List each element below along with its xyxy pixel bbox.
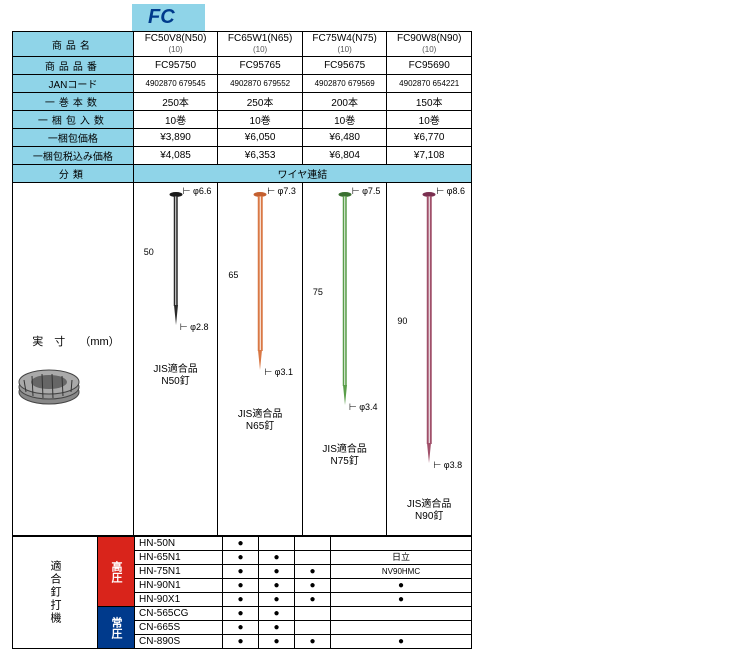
nail-visual-0: ⊢ φ6.6 50 ⊢ φ2.8 JIS適合品N50釘 — [133, 183, 218, 536]
coil-icon — [14, 352, 104, 412]
row-price: 一梱包価格 — [13, 129, 134, 147]
col0-price: ¥3,890 — [133, 129, 218, 147]
compat-group-label: 適合釘打機 — [13, 537, 98, 649]
col2-rolls: 10巻 — [302, 111, 387, 129]
compat-mark — [259, 537, 295, 551]
col0-jan: 4902870 679545 — [133, 75, 218, 93]
compat-mark: ● — [259, 635, 295, 649]
compat-mark: ● — [331, 593, 472, 607]
compat-mark: ● — [295, 565, 331, 579]
compat-mark — [295, 607, 331, 621]
compat-mark: 日立 — [331, 551, 472, 565]
col2-price: ¥6,480 — [302, 129, 387, 147]
row-jan: JANコード — [13, 75, 134, 93]
compat-mark: ● — [223, 551, 259, 565]
col1-price: ¥6,050 — [218, 129, 303, 147]
compat-mark — [331, 607, 472, 621]
series-title: FC — [132, 4, 205, 31]
compat-mark: ● — [295, 579, 331, 593]
col0-name: FC50V8(N50)(10) — [133, 32, 218, 57]
compat-mark: ● — [331, 579, 472, 593]
compat-mark: ● — [259, 551, 295, 565]
compat-mark: ● — [331, 635, 472, 649]
row-count: 一巻本数 — [13, 93, 134, 111]
compat-mark — [331, 537, 472, 551]
col3-price: ¥6,770 — [387, 129, 472, 147]
col0-count: 250本 — [133, 93, 218, 111]
col1-count: 250本 — [218, 93, 303, 111]
compat-mark: ● — [259, 565, 295, 579]
nail-visual-2: ⊢ φ7.5 75 ⊢ φ3.4 JIS適合品N75釘 — [302, 183, 387, 536]
compat-mark — [295, 621, 331, 635]
compat-mark: ● — [295, 635, 331, 649]
spec-table: 商品名 FC50V8(N50)(10) FC65W1(N65)(10) FC75… — [12, 31, 472, 536]
col3-price-tax: ¥7,108 — [387, 147, 472, 165]
col1-name: FC65W1(N65)(10) — [218, 32, 303, 57]
row-product-code: 商品品番 — [13, 57, 134, 75]
col0-rolls: 10巻 — [133, 111, 218, 129]
col3-count: 150本 — [387, 93, 472, 111]
np-label: 常圧 — [98, 607, 135, 649]
row-category: 分類 — [13, 165, 134, 183]
category-value: ワイヤ連結 — [133, 165, 471, 183]
col1-price-tax: ¥6,353 — [218, 147, 303, 165]
col2-jan: 4902870 679569 — [302, 75, 387, 93]
row-rolls: 一梱包入数 — [13, 111, 134, 129]
compat-model: CN-890S — [135, 635, 223, 649]
col1-code: FC95765 — [218, 57, 303, 75]
compat-mark — [331, 621, 472, 635]
compat-mark: ● — [295, 593, 331, 607]
compat-mark: ● — [223, 593, 259, 607]
compat-model: CN-565CG — [135, 607, 223, 621]
row-price-tax: 一梱包税込み価格 — [13, 147, 134, 165]
col3-jan: 4902870 654221 — [387, 75, 472, 93]
col3-rolls: 10巻 — [387, 111, 472, 129]
compat-model: CN-665S — [135, 621, 223, 635]
row-product-name: 商品名 — [13, 32, 134, 57]
compat-mark — [295, 551, 331, 565]
col0-price-tax: ¥4,085 — [133, 147, 218, 165]
compat-mark: ● — [223, 537, 259, 551]
compat-mark: ● — [259, 607, 295, 621]
compat-model: HN-90N1 — [135, 579, 223, 593]
col2-count: 200本 — [302, 93, 387, 111]
compat-mark: ● — [223, 579, 259, 593]
compat-mark — [295, 537, 331, 551]
compat-model: HN-90X1 — [135, 593, 223, 607]
compat-mark: ● — [223, 621, 259, 635]
compat-mark: ● — [223, 607, 259, 621]
compat-model: HN-50N — [135, 537, 223, 551]
col1-rolls: 10巻 — [218, 111, 303, 129]
nail-visual-1: ⊢ φ7.3 65 ⊢ φ3.1 JIS適合品N65釘 — [218, 183, 303, 536]
col0-code: FC95750 — [133, 57, 218, 75]
col2-price-tax: ¥6,804 — [302, 147, 387, 165]
col3-name: FC90W8(N90)(10) — [387, 32, 472, 57]
compat-model: HN-65N1 — [135, 551, 223, 565]
col3-code: FC95690 — [387, 57, 472, 75]
compat-mark: ● — [259, 593, 295, 607]
compat-mark: ● — [223, 635, 259, 649]
compat-mark: ● — [259, 579, 295, 593]
hp-label: 高圧 — [98, 537, 135, 607]
compat-mark: ● — [223, 565, 259, 579]
compat-mark: ● — [259, 621, 295, 635]
actual-size-label: 実 寸 （mm） — [31, 333, 121, 349]
compat-mark: NV90HMC — [331, 565, 472, 579]
compat-model: HN-75N1 — [135, 565, 223, 579]
col2-name: FC75W4(N75)(10) — [302, 32, 387, 57]
compat-table: 適合釘打機高圧HN-50N●HN-65N1●●日立HN-75N1●●●NV90H… — [12, 536, 472, 649]
nail-visual-3: ⊢ φ8.6 90 ⊢ φ3.8 JIS適合品N90釘 — [387, 183, 472, 536]
col2-code: FC95675 — [302, 57, 387, 75]
col1-jan: 4902870 679552 — [218, 75, 303, 93]
